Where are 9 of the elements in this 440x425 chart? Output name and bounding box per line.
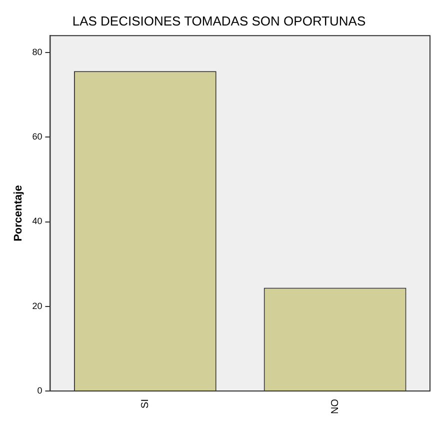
y-axis-title: Porcentaje: [12, 185, 25, 242]
y-tick-label: 20: [32, 300, 42, 311]
y-tick-label: 0: [37, 385, 42, 396]
y-tick-label: 80: [32, 47, 42, 58]
chart-title: LAS DECISIONES TOMADAS SON OPORTUNAS: [72, 13, 366, 28]
y-tick-label: 40: [32, 216, 42, 226]
y-tick-label: 60: [32, 132, 42, 142]
x-tick-label: SI: [140, 399, 151, 408]
x-tick-label: NO: [330, 398, 341, 414]
